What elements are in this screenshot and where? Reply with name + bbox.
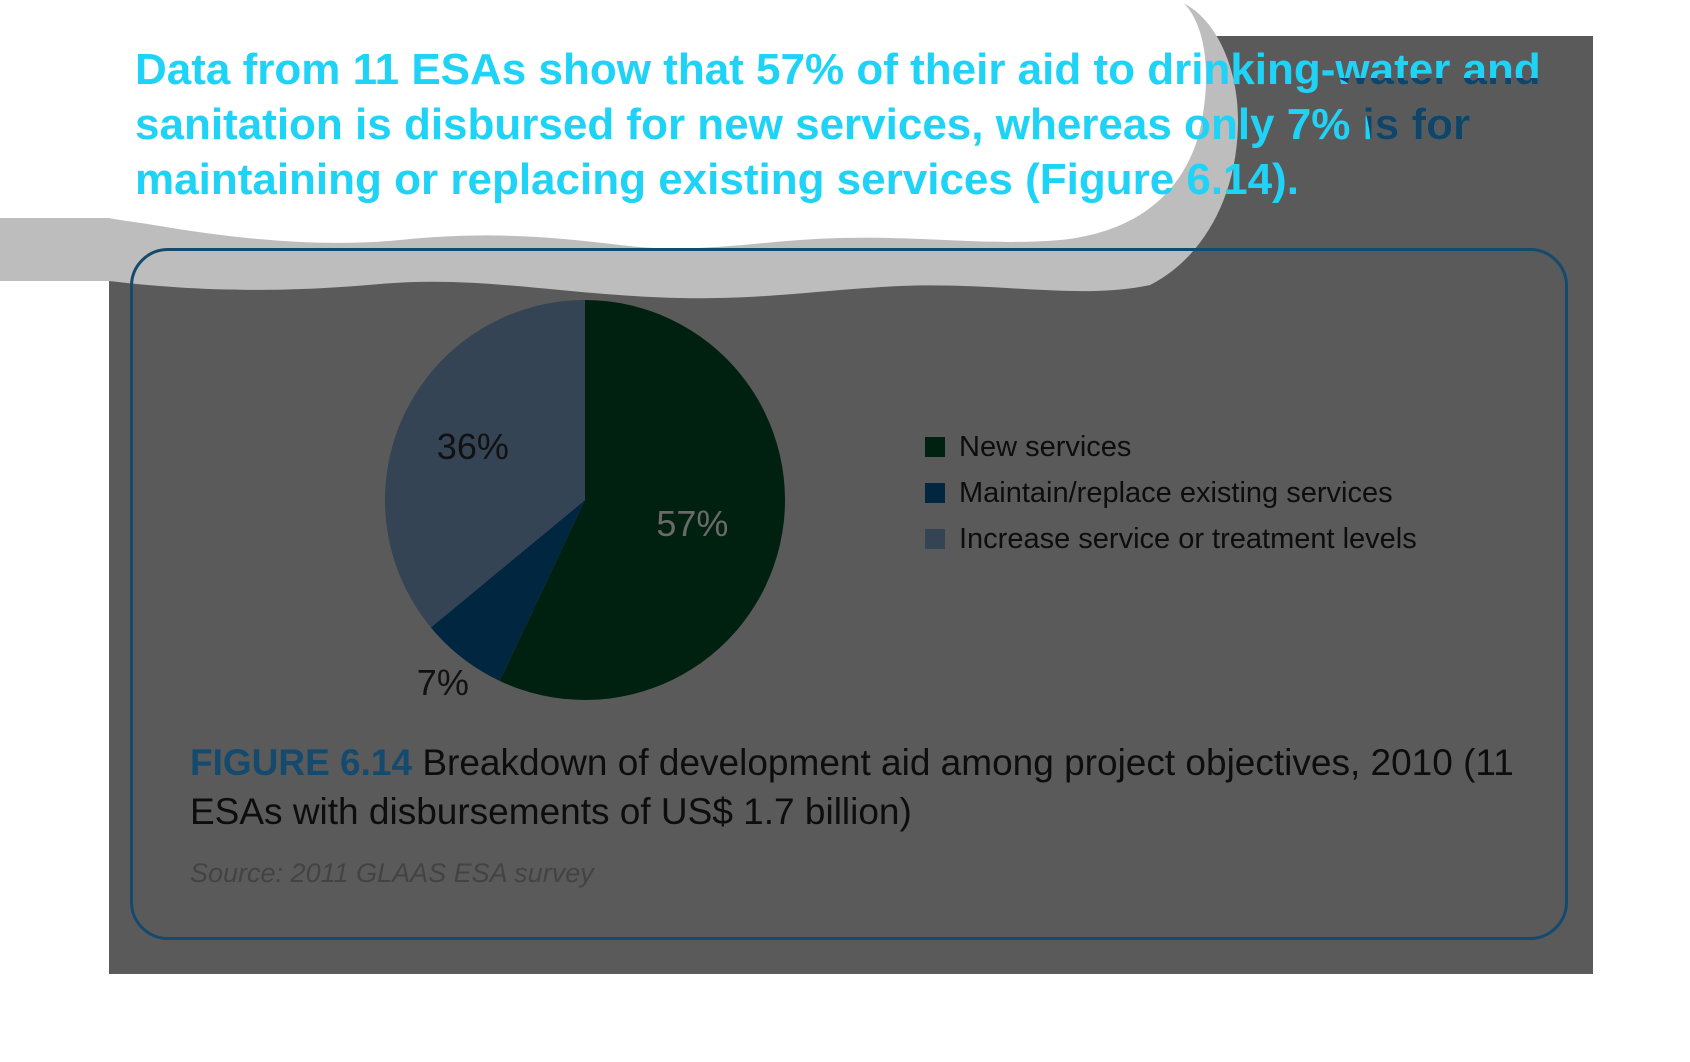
figure-number: FIGURE 6.14: [190, 742, 413, 783]
pie-slice-new-services: [499, 300, 785, 700]
headline: Data from 11 ESAs show that 57% of their…: [135, 45, 1541, 204]
legend-label-new-services: New services: [959, 430, 1132, 463]
legend-swatch-increase-levels: [925, 529, 945, 549]
figure-caption-text: Breakdown of development aid among proje…: [190, 742, 1514, 832]
legend-label-maintain-replace: Maintain/replace existing services: [959, 476, 1393, 509]
pie-slice-label-increase-service-or-treatment-levels: 36%: [436, 426, 509, 468]
pie-slice-maintain-replace-existing-services: [430, 500, 585, 681]
legend-swatch-new-services: [925, 437, 945, 457]
legend-swatch-maintain-replace: [925, 483, 945, 503]
legend-item-increase-levels: Increase service or treatment levels: [925, 516, 1417, 562]
legend: New services Maintain/replace existing s…: [925, 424, 1417, 562]
legend-label-increase-levels: Increase service or treatment levels: [959, 522, 1417, 555]
figure-source: Source: 2011 GLAAS ESA survey: [190, 858, 594, 888]
figure-frame: [130, 248, 1568, 940]
legend-item-new-services: New services: [925, 424, 1417, 470]
paper-white: [0, 0, 1207, 249]
legend-item-maintain-replace: Maintain/replace existing services: [925, 470, 1417, 516]
pie-chart: 57% 7% 36%: [385, 298, 785, 713]
pie-chart-svg: [385, 300, 785, 700]
pie-slice-increase-service-or-treatment-levels: [385, 300, 585, 628]
figure-caption: FIGURE 6.14 Breakdown of development aid…: [190, 738, 1520, 836]
pie-slice-label-maintain-replace-existing-services: 7%: [416, 662, 469, 704]
pie-slice-label-new-services: 57%: [656, 502, 729, 544]
